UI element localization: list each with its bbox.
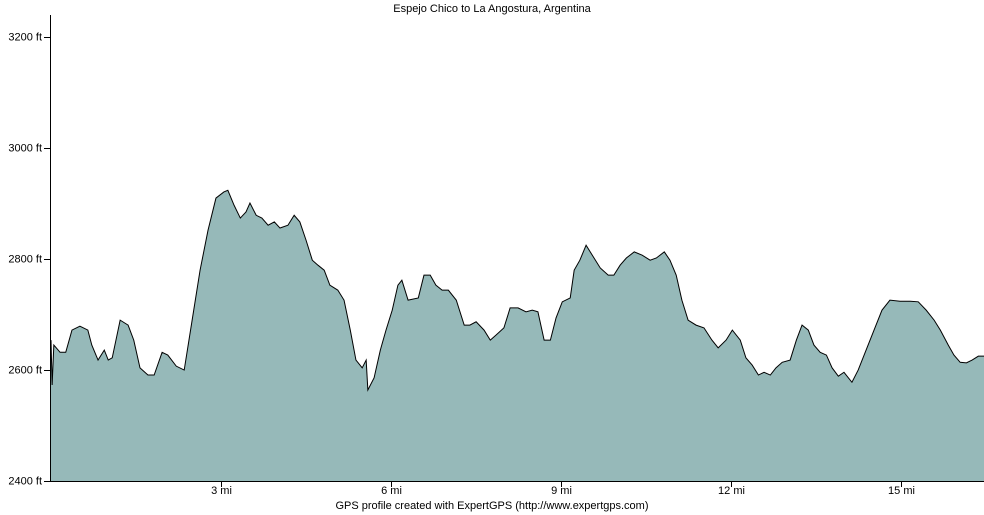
- y-tick-label: 2400 ft: [8, 475, 42, 487]
- y-tick-label: 2600 ft: [8, 364, 42, 376]
- y-tick-label: 3200 ft: [8, 31, 42, 43]
- x-tick-label: 9 mi: [551, 485, 572, 497]
- x-axis-label: GPS profile created with ExpertGPS (http…: [335, 500, 648, 512]
- y-tick-label: 3000 ft: [8, 142, 42, 154]
- area: [51, 190, 984, 482]
- x-tick-label: 6 mi: [381, 485, 402, 497]
- x-tick-label: 3 mi: [211, 485, 232, 497]
- x-tick-label: 12 mi: [718, 485, 745, 497]
- y-tick-label: 2800 ft: [8, 253, 42, 265]
- x-tick-label: 15 mi: [888, 485, 915, 497]
- chart-title: Espejo Chico to La Angostura, Argentina: [393, 3, 591, 15]
- line: [50, 189, 984, 392]
